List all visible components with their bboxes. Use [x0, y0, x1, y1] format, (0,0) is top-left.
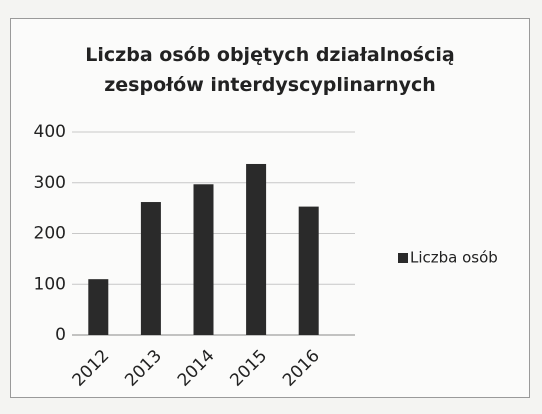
chart-title: Liczba osób objętych działalnością zespo… [85, 44, 455, 96]
x-tick-label: 2012 [69, 346, 114, 391]
bar [193, 184, 214, 335]
y-tick-label: 100 [34, 274, 66, 294]
y-tick-label: 200 [34, 224, 66, 244]
x-tick-label: 2016 [279, 346, 324, 391]
y-tick-label: 300 [34, 173, 66, 193]
x-tick-label: 2015 [226, 346, 271, 391]
y-tick-label: 0 [55, 325, 66, 345]
bar [246, 163, 267, 335]
x-tick-label: 2014 [174, 346, 219, 391]
bar [88, 279, 109, 335]
legend-swatch [398, 253, 408, 263]
y-tick-label: 400 [34, 122, 66, 142]
bar [140, 202, 161, 335]
x-tick-label: 2013 [121, 346, 166, 391]
bar [298, 206, 319, 335]
legend-label: Liczba osób [410, 249, 498, 267]
